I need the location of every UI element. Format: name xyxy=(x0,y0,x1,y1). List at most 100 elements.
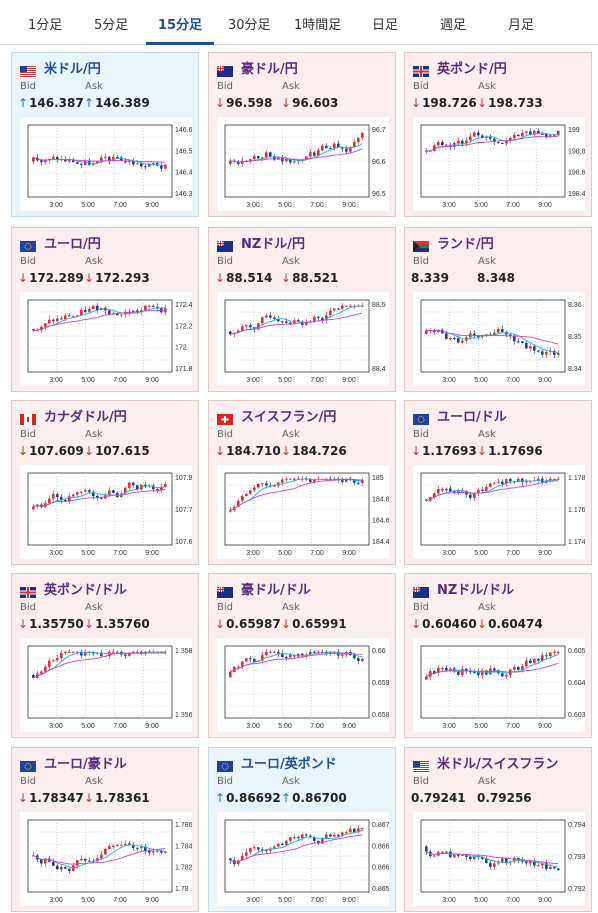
rate-card[interactable]: スイスフラン/円 Bid Ask ↓184.710 ↓184.726 185 184.8 18… xyxy=(208,400,396,565)
candle xyxy=(60,652,63,659)
candle xyxy=(545,352,548,355)
x-tick-label: 5:00 xyxy=(81,377,95,384)
rate-card[interactable]: カナダドル/円 Bid Ask ↓107.609 ↓107.615 107.8 107.7 1… xyxy=(11,400,199,565)
candle xyxy=(425,676,428,680)
candle xyxy=(144,846,147,851)
x-tick-label: 9:00 xyxy=(538,723,552,730)
candle xyxy=(56,318,59,322)
candlestick-chart[interactable]: 1.358 1.356 3:00 5:00 7:00 9:00 xyxy=(20,638,192,732)
pair-title[interactable]: ユーロ/英ポンド xyxy=(241,756,337,772)
candlestick-chart[interactable]: 1.786 1.784 1.782 1.78 3:00 5:00 7:00 9:00 xyxy=(20,812,192,906)
x-tick-label: 3:00 xyxy=(246,550,260,557)
card-header: NZドル/ドル xyxy=(413,580,515,598)
candle xyxy=(433,145,436,152)
rate-card[interactable]: NZドル/ドル Bid Ask ↓0.60460 ↓0.60474 0.605 0.604 0… xyxy=(404,573,592,738)
ask-value: ↑0.86700 xyxy=(281,791,347,805)
ask-label: Ask xyxy=(478,429,496,440)
candle xyxy=(357,482,360,484)
rate-card[interactable]: ユーロ/英ポンド Bid Ask ↑0.86692 ↑0.86700 0.867 0.866… xyxy=(208,747,396,912)
rate-card[interactable]: ランド/円 Bid Ask 8.339 8.348 8.36 8.35 8.34 3:00 5:0… xyxy=(404,227,592,392)
rate-card[interactable]: 米ドル/円 Bid Ask ↑146.387 ↑146.389 146.6 146.5 146… xyxy=(11,52,199,217)
candle xyxy=(325,145,328,149)
pair-title[interactable]: 英ポンド/円 xyxy=(437,61,507,77)
candle xyxy=(273,156,276,160)
candlestick-chart[interactable]: 96.7 96.6 96.5 3:00 5:00 7:00 9:00 xyxy=(217,117,389,211)
candlestick-chart[interactable]: 8.36 8.35 8.34 3:00 5:00 7:00 9:00 xyxy=(413,292,585,386)
bid-value: ↓0.65987 xyxy=(215,617,281,631)
candle xyxy=(433,671,436,673)
candle xyxy=(313,316,316,322)
tab-weekly[interactable]: 週足 xyxy=(440,18,467,33)
tab-daily[interactable]: 日足 xyxy=(372,18,399,33)
y-tick-label: 146.6 xyxy=(175,127,192,134)
candle xyxy=(269,651,272,653)
tab-30min[interactable]: 30分足 xyxy=(228,18,271,33)
candle xyxy=(289,837,292,841)
candlestick-chart[interactable]: 0.794 0.793 0.792 3:00 5:00 7:00 9:00 xyxy=(413,812,585,906)
pair-title[interactable]: NZドル/ドル xyxy=(437,582,515,598)
candlestick-chart[interactable]: 88.5 88.4 3:00 5:00 7:00 9:00 xyxy=(217,292,389,386)
candlestick-chart[interactable]: 0.66 0.659 0.658 3:00 5:00 7:00 9:00 xyxy=(217,638,389,732)
x-tick-label: 5:00 xyxy=(474,723,488,730)
pair-title[interactable]: 米ドル/円 xyxy=(44,61,101,77)
pair-title[interactable]: スイスフラン/円 xyxy=(241,409,337,425)
candle xyxy=(297,320,300,322)
pair-title[interactable]: ユーロ/ドル xyxy=(437,409,507,425)
pair-title[interactable]: ランド/円 xyxy=(437,236,494,252)
pair-title[interactable]: 豪ドル/円 xyxy=(241,61,298,77)
candle xyxy=(457,671,460,675)
candle xyxy=(84,858,87,861)
tab-5min[interactable]: 5分足 xyxy=(94,18,129,33)
rate-card[interactable]: 英ポンド/ドル Bid Ask ↓1.35750 ↓1.35760 1.358 1.356 3… xyxy=(11,573,199,738)
rate-card[interactable]: ユーロ/ドル Bid Ask ↓1.17693 ↓1.17696 1.178 1.176 1.… xyxy=(404,400,592,565)
candle xyxy=(501,481,504,485)
candle xyxy=(557,352,560,355)
pair-title[interactable]: ユーロ/円 xyxy=(44,236,101,252)
rate-card[interactable]: ユーロ/円 Bid Ask ↓172.289 ↓172.293 172.4 172.2 172… xyxy=(11,227,199,392)
card-header: カナダドル/円 xyxy=(20,407,127,425)
candlestick-chart[interactable]: 172.4 172.2 172 171.8 3:00 5:00 7:00 9:00 xyxy=(20,292,192,386)
candlestick-chart[interactable]: 1.178 1.176 1.174 3:00 5:00 7:00 9:00 xyxy=(413,465,585,559)
rate-card[interactable]: 豪ドル/ドル Bid Ask ↓0.65987 ↓0.65991 0.66 0.659 0.6… xyxy=(208,573,396,738)
candle xyxy=(241,496,244,501)
rate-card[interactable]: 豪ドル/円 Bid Ask ↓96.598 ↓96.603 96.7 96.6 96.5 3:0… xyxy=(208,52,396,217)
candlestick-chart[interactable]: 107.8 107.7 107.6 3:00 5:00 7:00 9:00 xyxy=(20,465,192,559)
rate-card[interactable]: 米ドル/スイスフラン Bid Ask 0.79241 0.79256 0.794 0.793… xyxy=(404,747,592,912)
pair-title[interactable]: 米ドル/スイスフラン xyxy=(437,756,559,772)
candle xyxy=(497,329,500,333)
candle xyxy=(301,653,304,656)
pair-title[interactable]: NZドル/円 xyxy=(241,236,306,252)
pair-title[interactable]: カナダドル/円 xyxy=(44,409,127,425)
ask-label: Ask xyxy=(85,602,103,613)
candle xyxy=(237,330,240,333)
rate-card[interactable]: ユーロ/豪ドル Bid Ask ↓1.78347 ↓1.78361 1.786 1.784 1… xyxy=(11,747,199,912)
pair-title[interactable]: 英ポンド/ドル xyxy=(44,582,127,598)
candlestick-chart[interactable]: 185 184.8 184.6 184.4 3:00 5:00 7:00 9:00 xyxy=(217,465,389,559)
ma-long-line xyxy=(230,478,363,511)
candle xyxy=(108,490,111,496)
ma-long-line xyxy=(230,148,363,163)
pair-title[interactable]: 豪ドル/ドル xyxy=(241,582,311,598)
x-tick-label: 9:00 xyxy=(342,550,356,557)
bid-value: ↓184.710 xyxy=(215,444,281,458)
rate-card[interactable]: NZドル/円 Bid Ask ↓88.514 ↓88.521 88.5 88.4 3:00 5:… xyxy=(208,227,396,392)
tab-1min[interactable]: 1分足 xyxy=(28,18,63,33)
ask-value: ↓172.293 xyxy=(84,271,150,285)
tab-15min[interactable]: 15分足 xyxy=(158,18,203,33)
candle xyxy=(40,160,43,163)
rate-card[interactable]: 英ポンド/円 Bid Ask ↓198.726 ↓198.733 199 198.8 198.… xyxy=(404,52,592,217)
arrow-down-icon: ↓ xyxy=(84,617,95,631)
candlestick-chart[interactable]: 199 198.8 198.6 198.4 3:00 5:00 7:00 9:00 xyxy=(413,117,585,211)
tab-monthly[interactable]: 月足 xyxy=(508,18,535,33)
candle xyxy=(433,855,436,857)
y-tick-label: 184.8 xyxy=(372,496,389,503)
bid-label: Bid xyxy=(20,602,36,613)
candle xyxy=(164,851,167,853)
candle xyxy=(341,147,344,149)
tab-1hour[interactable]: 1時間足 xyxy=(294,18,342,33)
candle xyxy=(333,143,336,149)
candlestick-chart[interactable]: 146.6 146.5 146.4 146.3 3:00 5:00 7:00 9:00 xyxy=(20,117,192,211)
pair-title[interactable]: ユーロ/豪ドル xyxy=(44,756,127,772)
candlestick-chart[interactable]: 0.605 0.604 0.603 3:00 5:00 7:00 9:00 xyxy=(413,638,585,732)
candlestick-chart[interactable]: 0.867 0.8665 0.866 0.8655 3:00 5:00 7:00 9:00 xyxy=(217,812,389,906)
